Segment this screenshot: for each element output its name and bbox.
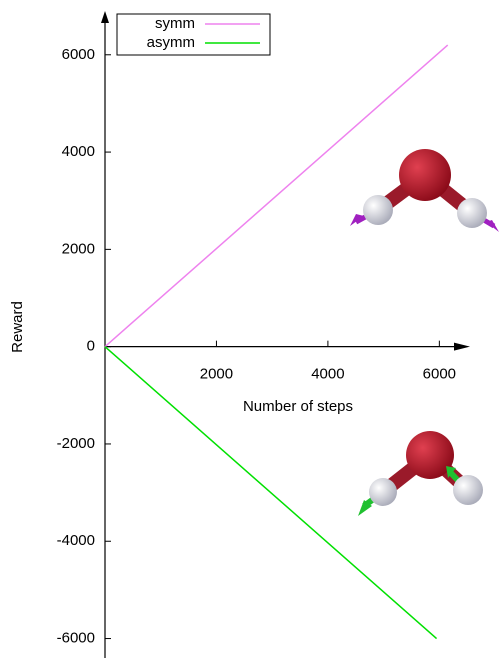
y-tick-label: 0: [87, 338, 95, 355]
x-axis-label: Number of steps: [243, 398, 353, 415]
y-axis-arrow: [101, 11, 109, 23]
x-axis-arrow: [454, 343, 470, 351]
y-tick-label: -4000: [57, 532, 95, 549]
y-tick-label: 6000: [62, 46, 95, 63]
x-tick-label: 6000: [423, 366, 456, 383]
y-tick-label: -6000: [57, 630, 95, 647]
legend: symm asymm: [117, 14, 270, 55]
x-tick-label: 4000: [311, 366, 344, 383]
molecule-symm: [350, 149, 499, 232]
legend-label: asymm: [147, 34, 195, 51]
x-tick-label: 2000: [200, 366, 233, 383]
molecule-asymm: [358, 431, 483, 516]
y-tick-label: -2000: [57, 435, 95, 452]
y-axis-label: Reward: [9, 301, 26, 353]
legend-label: symm: [155, 15, 195, 32]
chart: Number of steps Reward -6000 -4000 -2000 0 2…: [0, 0, 499, 663]
y-tick-label: 4000: [62, 143, 95, 160]
y-tick-label: 2000: [62, 240, 95, 257]
